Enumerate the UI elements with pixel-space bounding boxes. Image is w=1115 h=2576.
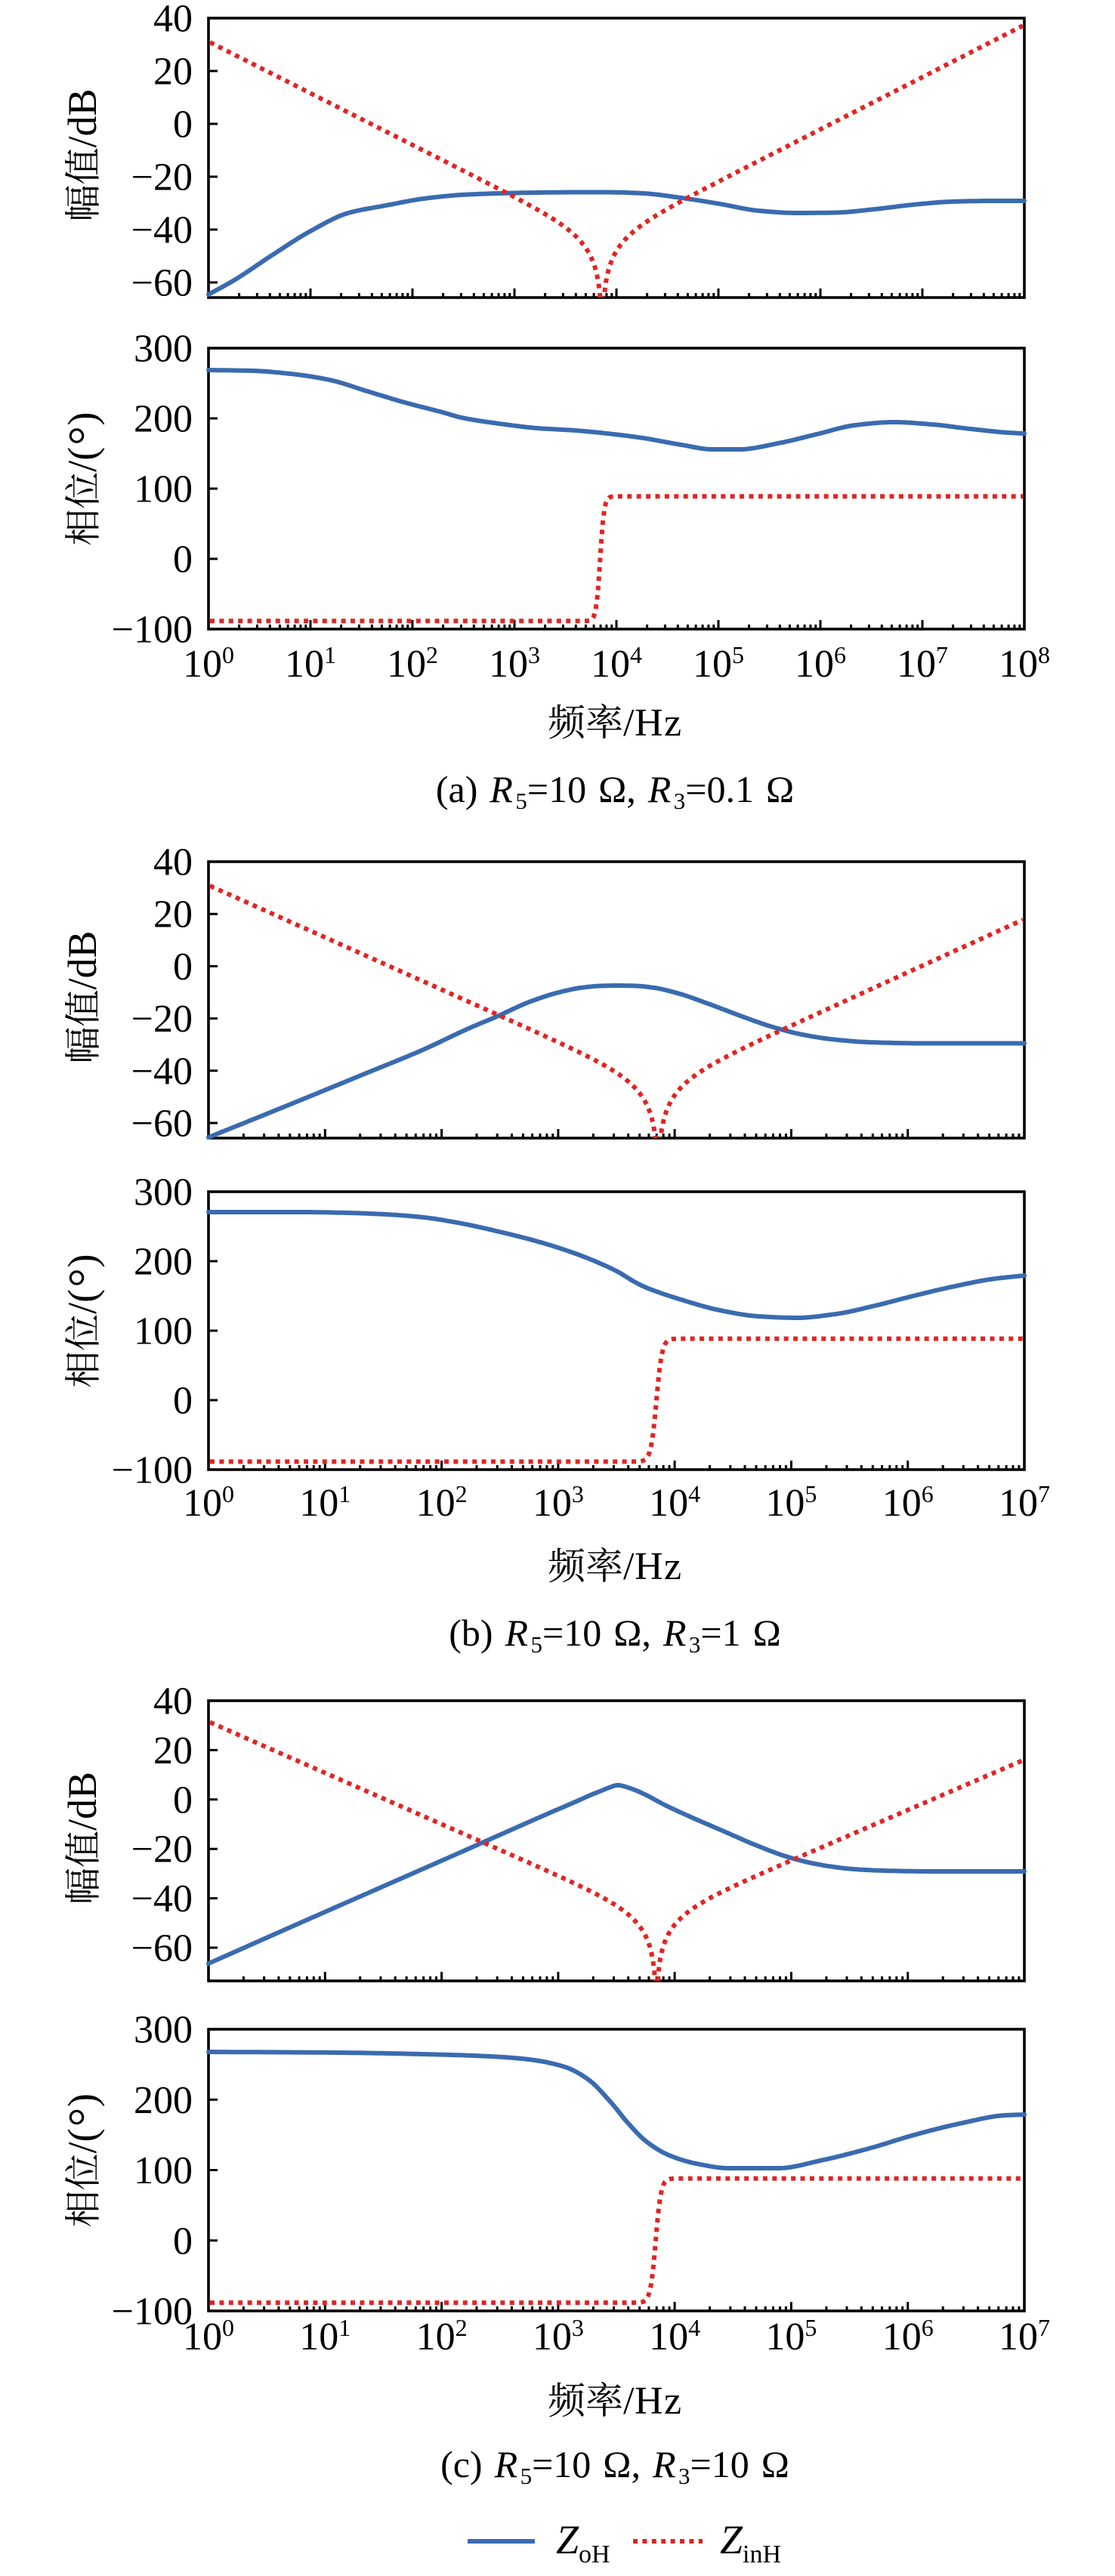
svg-text:−40: −40 xyxy=(131,1050,193,1093)
svg-text:(: ( xyxy=(60,2128,105,2142)
svg-text:0: 0 xyxy=(173,2220,193,2263)
svg-text:/: / xyxy=(623,1545,635,1588)
svg-text:20: 20 xyxy=(153,51,193,94)
svg-text:40: 40 xyxy=(153,1680,193,1723)
svg-text:200: 200 xyxy=(134,398,193,441)
svg-text:(b)R5=10Ω,R3=1Ω: (b) R 5=10 Ω, R 3=1 Ω xyxy=(449,1612,781,1658)
svg-text:(: ( xyxy=(60,447,105,461)
svg-text:103: 103 xyxy=(489,641,540,686)
svg-text:100: 100 xyxy=(134,2149,193,2192)
svg-text:(c)R5=10Ω,R3=10Ω: (c) R 5=10 Ω, R 3=10 Ω xyxy=(440,2443,789,2489)
svg-text:103: 103 xyxy=(533,1480,584,1525)
svg-text:−100: −100 xyxy=(112,1449,193,1492)
svg-text:): ) xyxy=(60,412,105,426)
svg-text:): ) xyxy=(60,1254,105,1268)
svg-text:−100: −100 xyxy=(112,2291,193,2334)
svg-text:d: d xyxy=(60,116,105,137)
svg-text:100: 100 xyxy=(134,468,193,511)
svg-text:−60: −60 xyxy=(131,262,193,305)
svg-text:0: 0 xyxy=(173,946,193,989)
svg-text:/: / xyxy=(623,2380,635,2423)
svg-text:/: / xyxy=(60,136,105,147)
svg-text:/: / xyxy=(623,702,635,745)
svg-text:B: B xyxy=(60,88,105,116)
svg-text:H: H xyxy=(635,1545,663,1588)
svg-text:0: 0 xyxy=(173,103,193,147)
svg-text:z: z xyxy=(664,2380,681,2423)
svg-text:−100: −100 xyxy=(112,609,193,652)
svg-text:102: 102 xyxy=(416,1480,468,1525)
svg-text:−20: −20 xyxy=(131,998,193,1041)
svg-text:40: 40 xyxy=(153,841,193,884)
svg-text:0: 0 xyxy=(173,538,193,582)
svg-text:z: z xyxy=(664,702,681,745)
svg-text:100: 100 xyxy=(183,1480,234,1525)
svg-text:/: / xyxy=(60,978,105,989)
svg-text:/: / xyxy=(60,461,105,472)
svg-text:106: 106 xyxy=(882,2314,934,2359)
svg-text:d: d xyxy=(60,958,105,979)
svg-text:H: H xyxy=(635,2380,663,2423)
svg-text:H: H xyxy=(635,702,663,745)
svg-text:−60: −60 xyxy=(131,1103,193,1146)
svg-text:): ) xyxy=(60,2093,105,2107)
svg-text:105: 105 xyxy=(693,641,744,686)
svg-text:101: 101 xyxy=(299,2314,351,2359)
svg-text:d: d xyxy=(60,1799,105,1819)
svg-text:300: 300 xyxy=(134,1171,193,1214)
svg-text:0: 0 xyxy=(173,1380,193,1423)
svg-text:B: B xyxy=(60,1772,105,1799)
svg-text:/: / xyxy=(60,2142,105,2153)
svg-text:200: 200 xyxy=(134,1241,193,1284)
svg-text:0: 0 xyxy=(173,1779,193,1822)
svg-text:300: 300 xyxy=(134,2009,193,2052)
svg-text:ZoH: ZoH xyxy=(556,2517,610,2568)
svg-text:300: 300 xyxy=(134,328,193,371)
svg-text:(: ( xyxy=(60,1289,105,1303)
svg-text:−20: −20 xyxy=(131,156,193,199)
svg-text:/: / xyxy=(60,1303,105,1314)
svg-text:20: 20 xyxy=(153,1729,193,1772)
svg-text:−40: −40 xyxy=(131,1877,193,1920)
svg-text:/: / xyxy=(60,1819,105,1831)
svg-text:−60: −60 xyxy=(131,1927,193,1970)
svg-text:−40: −40 xyxy=(131,209,193,252)
svg-text:200: 200 xyxy=(134,2079,193,2122)
svg-text:B: B xyxy=(60,930,105,958)
svg-text:(a)R5=10Ω,R3=0.1Ω: (a) R 5=10 Ω, R 3=0.1 Ω xyxy=(436,768,794,814)
svg-text:ZinH: ZinH xyxy=(720,2517,781,2568)
svg-text:−20: −20 xyxy=(131,1828,193,1871)
svg-text:20: 20 xyxy=(153,893,193,936)
svg-text:100: 100 xyxy=(134,1310,193,1353)
svg-text:40: 40 xyxy=(153,0,193,41)
svg-text:z: z xyxy=(664,1545,681,1588)
